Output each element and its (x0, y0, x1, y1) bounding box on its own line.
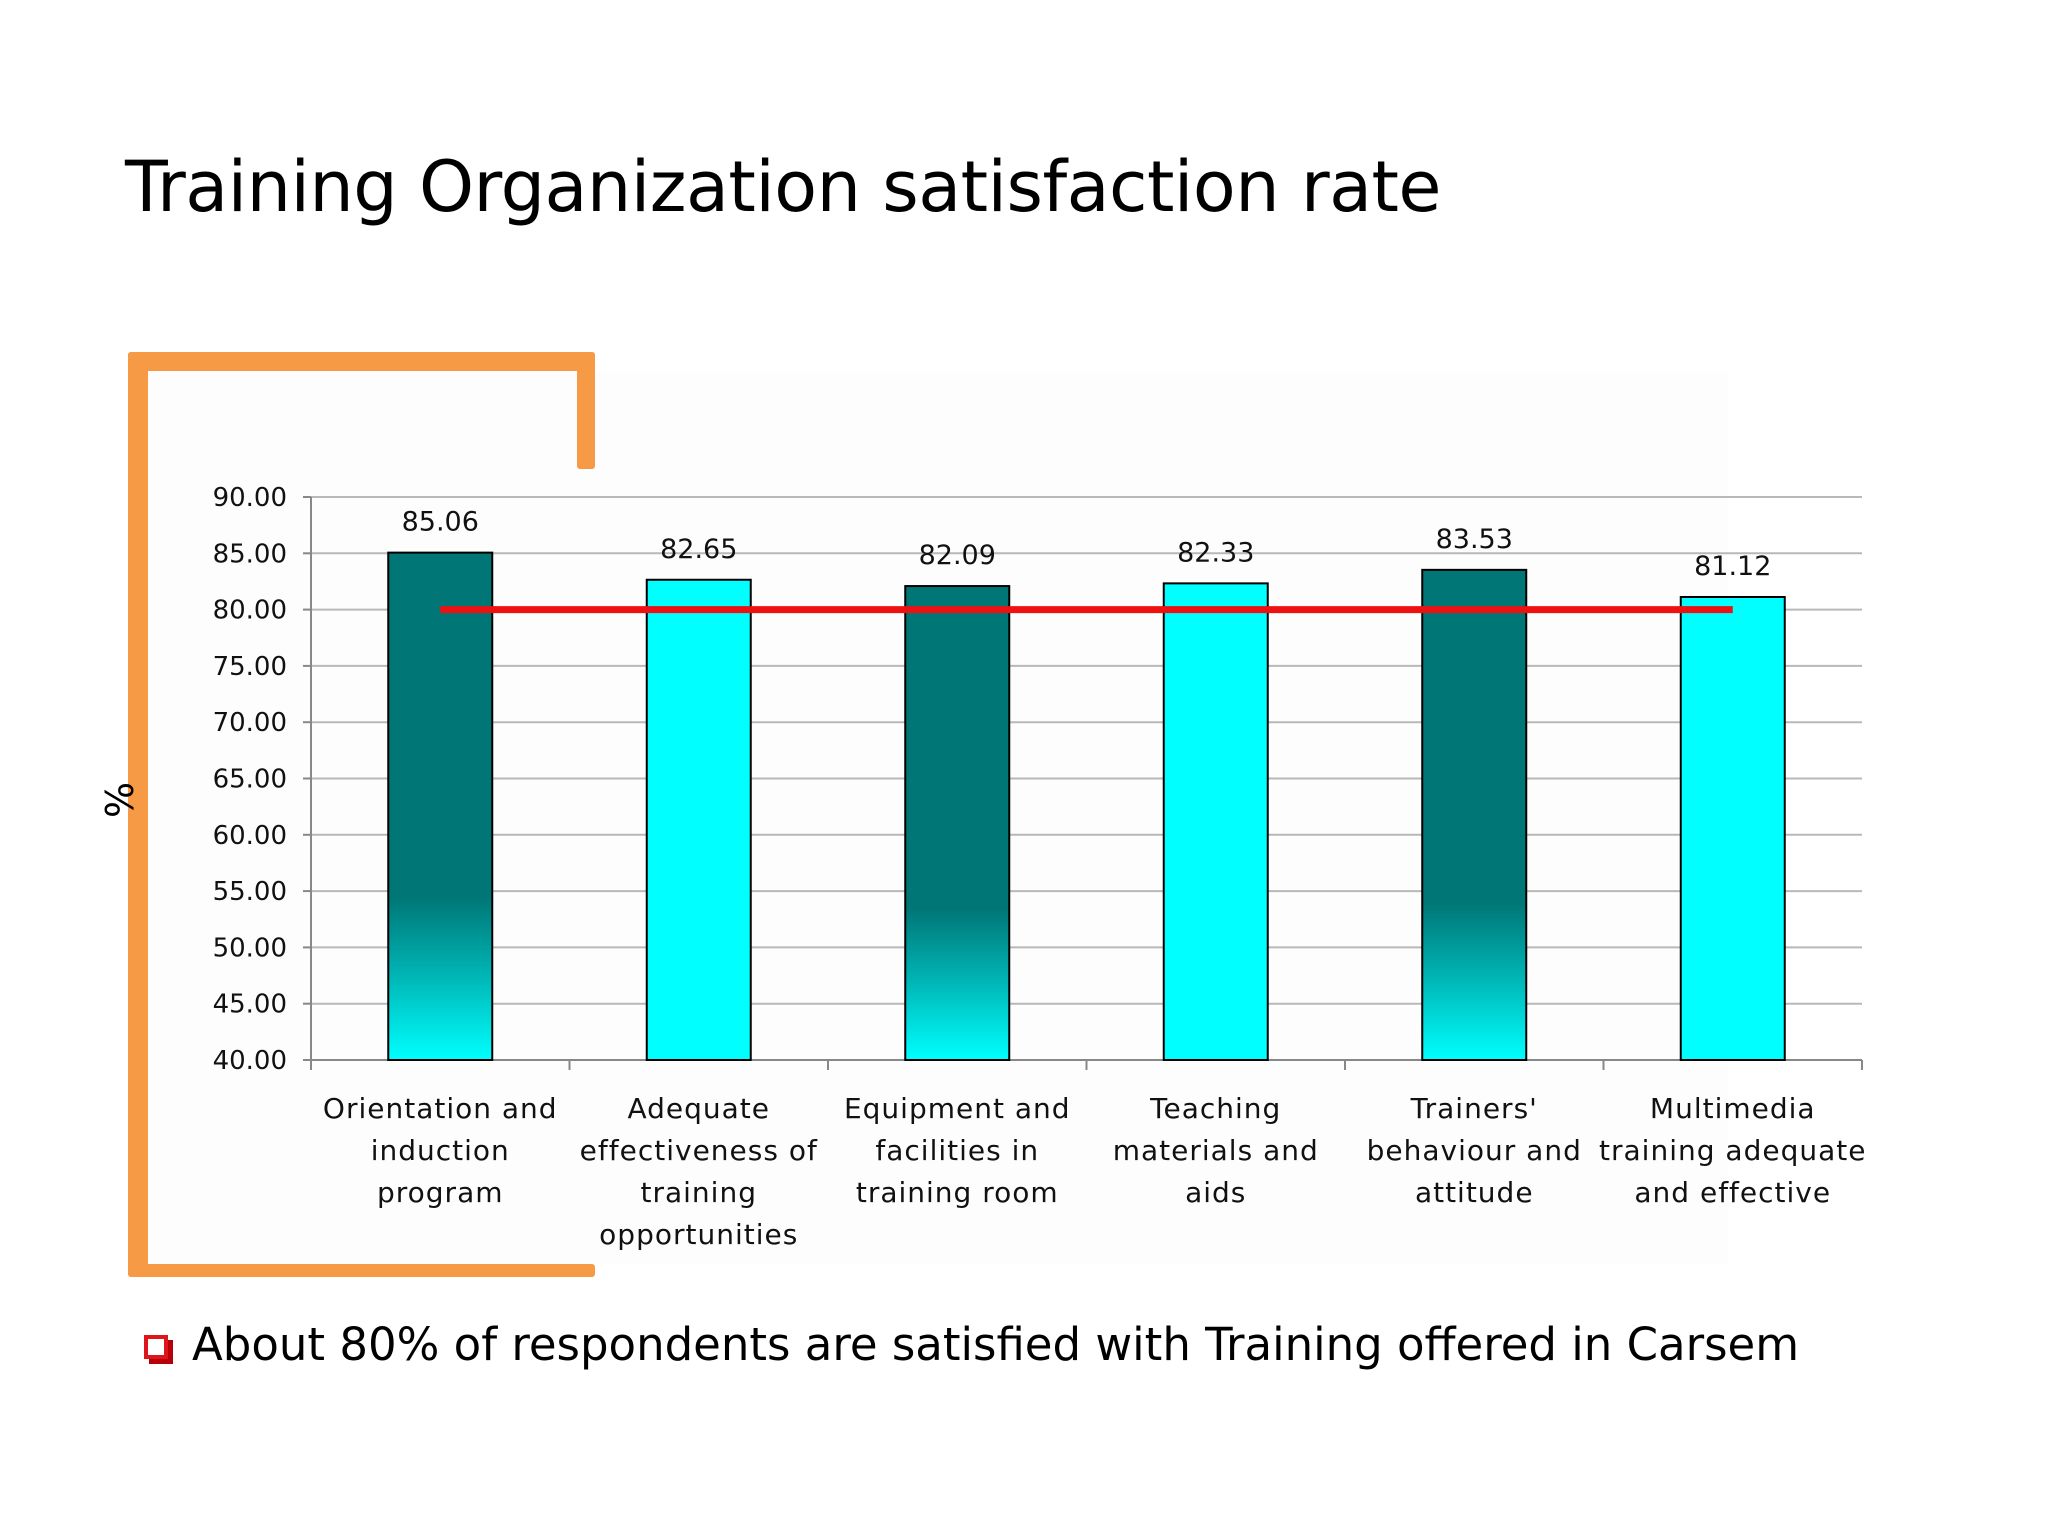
accent-bracket-left (128, 352, 148, 1277)
bar (645, 578, 752, 1061)
x-tick-label: Equipment and facilities in training room (844, 1092, 1071, 1209)
axes (303, 496, 1863, 1070)
accent-bracket-right (577, 352, 595, 469)
data-label: 82.65 (660, 534, 737, 565)
gridlines (311, 496, 1862, 1005)
checkbox-bullet-icon (144, 1334, 168, 1359)
bars (387, 551, 1786, 1061)
y-tick-label: 55.00 (213, 877, 287, 907)
summary-bullet: About 80% of respondents are satisfied w… (144, 1322, 1799, 1367)
bar (387, 551, 494, 1061)
x-tick-label: Adequate effectiveness of training opportun… (580, 1092, 818, 1251)
y-tick-label: 45.00 (213, 990, 287, 1020)
x-tick-label: Trainers' behaviour and attitude (1367, 1092, 1582, 1209)
labels: 40.00 45.00 50.00 55.00 60.00 65.00 70.00 75.00… (98, 483, 1866, 1251)
data-label: 85.06 (402, 507, 479, 538)
y-tick-label: 65.00 (213, 765, 287, 795)
y-tick-label: 50.00 (213, 933, 287, 963)
data-label: 82.33 (1177, 537, 1254, 568)
x-tick-label: Teaching materials and aids (1113, 1092, 1319, 1209)
data-label: 81.12 (1694, 551, 1771, 582)
accent-bracket-top (128, 352, 595, 371)
slide-title: Training Organization satisfaction rate (125, 146, 1442, 228)
y-tick-label: 90.00 (213, 483, 287, 513)
x-tick-label: Orientation and induction program (323, 1092, 558, 1209)
bar (1679, 595, 1786, 1061)
summary-text: About 80% of respondents are satisfied w… (192, 1318, 1800, 1371)
data-label: 82.09 (919, 540, 996, 571)
y-tick-label: 60.00 (213, 821, 287, 851)
y-tick-label: 80.00 (213, 596, 287, 626)
y-axis-title: % (98, 782, 142, 818)
y-tick-label: 70.00 (213, 708, 287, 738)
x-tick-label: Multimedia training adequate and effective (1599, 1092, 1866, 1209)
bar (904, 585, 1011, 1061)
y-tick-label: 85.00 (213, 539, 287, 569)
bar (1421, 568, 1528, 1061)
data-label: 83.53 (1436, 524, 1513, 555)
bar (1162, 582, 1269, 1061)
y-tick-label: 75.00 (213, 652, 287, 682)
y-tick-label: 40.00 (213, 1046, 287, 1076)
accent-bracket-bottom (128, 1264, 595, 1277)
